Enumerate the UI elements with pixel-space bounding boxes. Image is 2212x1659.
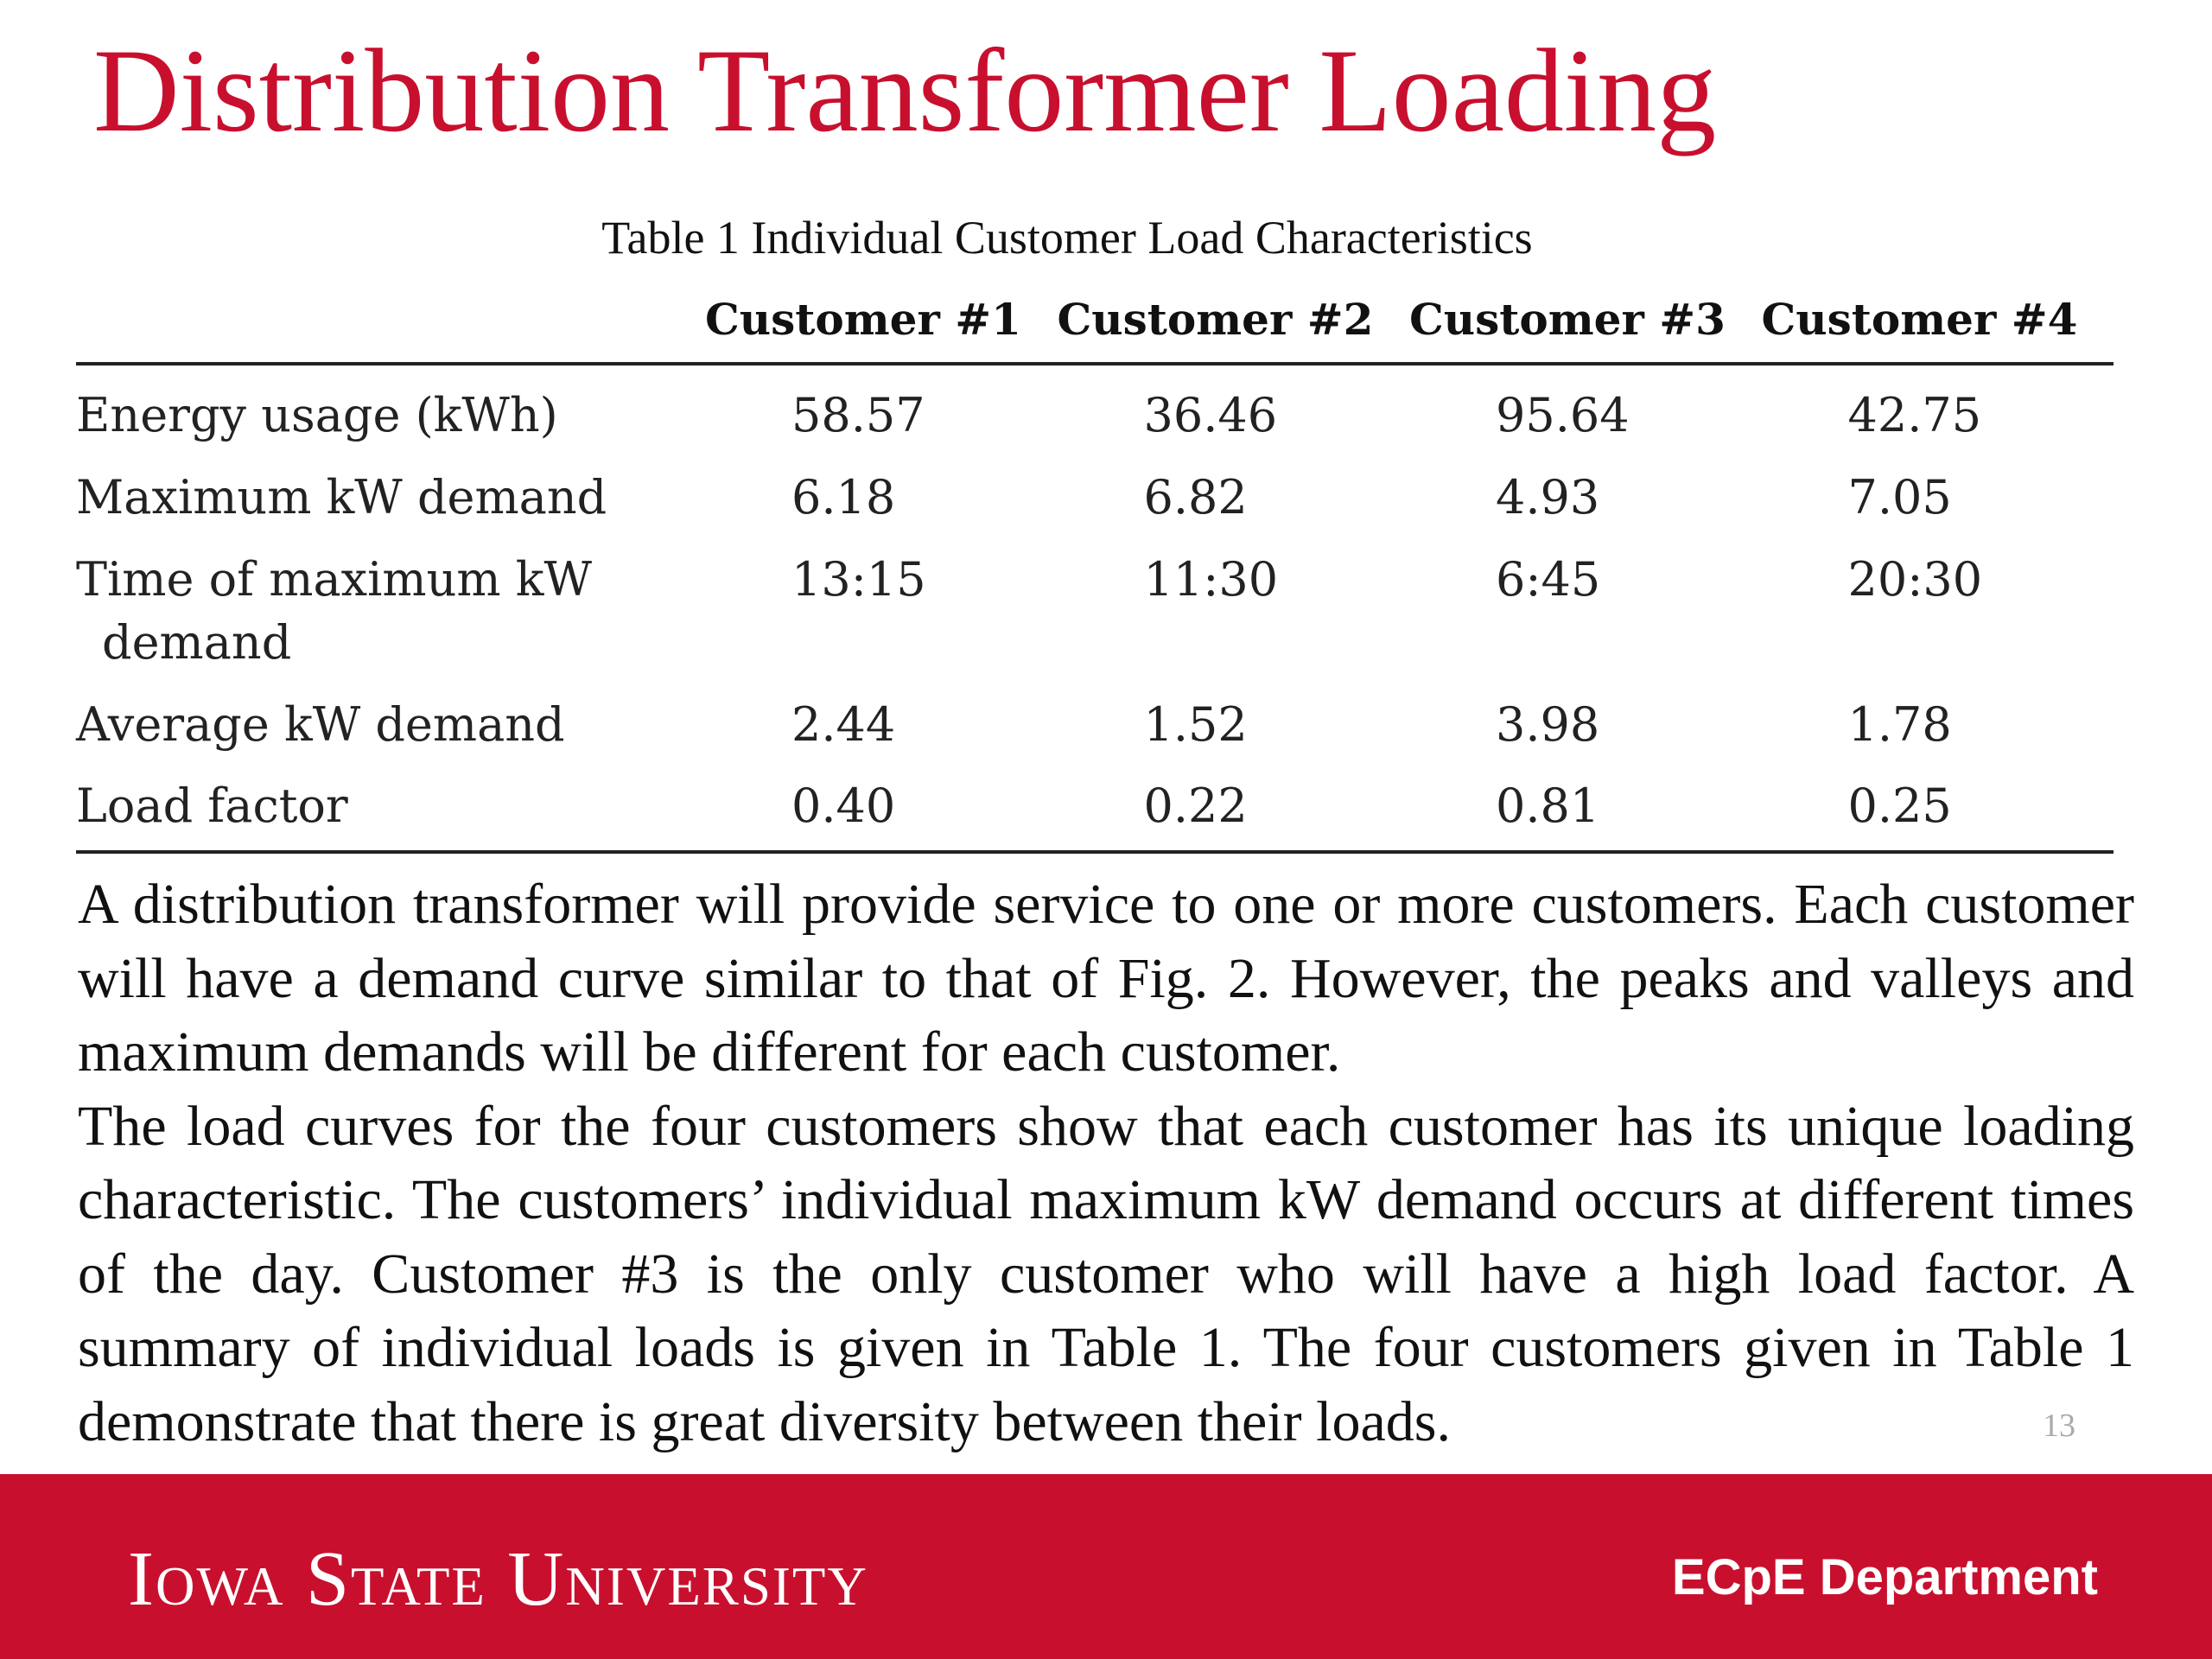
table-header-row: Customer #1 Customer #2 Customer #3 Cust… xyxy=(76,294,2113,364)
page-number: 13 xyxy=(2043,1408,2075,1444)
table-row-energy-usage: Energy usage (kWh) 58.57 36.46 95.64 42.… xyxy=(76,364,2113,460)
load-characteristics-table: Customer #1 Customer #2 Customer #3 Cust… xyxy=(76,294,2113,854)
table-header-customer-3: Customer #3 xyxy=(1409,294,1726,345)
table-cell: 58.57 xyxy=(791,388,925,442)
table-cell: 95.64 xyxy=(1496,388,1630,442)
table-cell: 1.78 xyxy=(1847,696,1952,752)
row-label-text: Load factor xyxy=(76,779,348,834)
table-row-average-demand: Average kW demand 2.44 1.52 3.98 1.78 xyxy=(76,687,2113,769)
table-header-customer-1: Customer #1 xyxy=(705,294,1021,345)
table-row-time-of-max-demand: Time of maximum kW demand 13:15 11:30 6:4… xyxy=(76,542,2113,687)
table-cell: 0.81 xyxy=(1496,779,1600,834)
row-label-text: Time of maximum kW xyxy=(76,551,592,607)
table-cell: 36.46 xyxy=(1143,388,1278,442)
department-label: ECpE Department xyxy=(1671,1549,2098,1605)
table-cell: 3.98 xyxy=(1496,696,1600,752)
table-cell: 7.05 xyxy=(1847,469,1952,524)
table-cell: 42.75 xyxy=(1847,388,1982,442)
table-cell: 0.40 xyxy=(791,779,896,834)
table-header-empty xyxy=(76,294,705,364)
table-cell: 11:30 xyxy=(1143,551,1279,607)
paragraph: The load curves for the four customers s… xyxy=(78,1094,2134,1453)
slide-title: Distribution Transformer Loading xyxy=(93,24,1717,156)
body-text: A distribution transformer will provide … xyxy=(78,868,2134,1459)
table-row-load-factor: Load factor 0.40 0.22 0.81 0.25 xyxy=(76,768,2113,853)
footer-bar: Iowa State University ECpE Department xyxy=(0,1474,2212,1659)
table-cell: 6:45 xyxy=(1496,551,1601,607)
row-label-continuation: demand xyxy=(102,614,292,670)
row-label-text: Energy usage (kWh) xyxy=(76,388,558,442)
table-cell: 6.82 xyxy=(1143,469,1248,524)
table-row-max-demand: Maximum kW demand 6.18 6.82 4.93 7.05 xyxy=(76,460,2113,542)
table-cell: 6.18 xyxy=(791,469,896,524)
row-label: Maximum kW demand xyxy=(76,460,705,542)
table-header-customer-4: Customer #4 xyxy=(1761,294,2078,345)
row-label: Load factor xyxy=(76,768,705,852)
table-header-customer-2: Customer #2 xyxy=(1057,294,1374,345)
university-logo: Iowa State University xyxy=(128,1536,868,1622)
table-cell: 13:15 xyxy=(791,551,926,607)
row-label: Time of maximum kW demand xyxy=(76,542,705,687)
table-cell: 2.44 xyxy=(791,696,896,752)
table-cell: 1.52 xyxy=(1143,696,1248,752)
row-label-text: Maximum kW demand xyxy=(76,469,607,524)
table-cell: 0.25 xyxy=(1847,779,1952,834)
paragraph: A distribution transformer will provide … xyxy=(78,873,2134,1084)
row-label-text: Average kW demand xyxy=(76,696,565,752)
table-caption: Table 1 Individual Customer Load Charact… xyxy=(601,212,1533,264)
table-cell: 0.22 xyxy=(1143,779,1248,834)
row-label: Average kW demand xyxy=(76,687,705,769)
table-cell: 4.93 xyxy=(1496,469,1600,524)
row-label: Energy usage (kWh) xyxy=(76,364,705,460)
table-cell: 20:30 xyxy=(1847,551,1983,607)
